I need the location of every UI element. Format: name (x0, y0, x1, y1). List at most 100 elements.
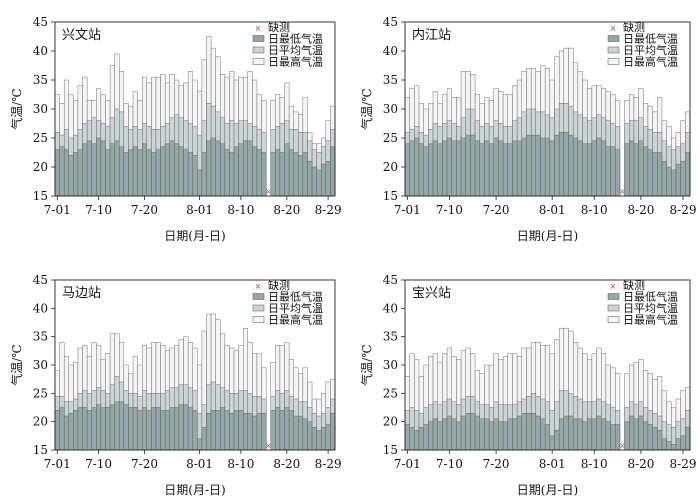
x-tick-label: 8-29 (315, 203, 342, 217)
bar-min-day-49 (629, 140, 635, 197)
bar-min-day-6 (77, 149, 83, 197)
bar-min-day-55 (657, 152, 663, 197)
bar-min-day-57 (311, 166, 317, 197)
legend-swatch (252, 46, 265, 54)
bar-min-day-60 (680, 435, 686, 451)
bar-min-day-14 (114, 401, 120, 451)
bar-min-day-53 (647, 424, 653, 451)
bar-min-day-11 (100, 140, 106, 197)
y-tick-label: 20 (383, 160, 398, 174)
bar-min-day-19 (488, 143, 494, 197)
bar-min-day-25 (516, 415, 523, 451)
bar-min-day-3 (414, 429, 420, 451)
bar-min-day-33 (554, 429, 560, 451)
bar-min-day-5 (423, 424, 429, 451)
bar-min-day-42 (242, 140, 248, 197)
bar-min-day-9 (442, 418, 448, 451)
bar-min-day-38 (577, 140, 583, 197)
bar-min-day-16 (123, 404, 129, 451)
bar-min-day-25 (164, 143, 170, 197)
bar-min-day-20 (142, 143, 148, 197)
bar-min-day-44 (252, 146, 258, 197)
bar-min-day-9 (442, 140, 448, 197)
bar-min-day-49 (275, 407, 281, 451)
x-tick-label: 8-20 (627, 203, 654, 217)
bar-min-day-44 (252, 415, 258, 451)
bar-min-day-51 (284, 143, 290, 197)
bar-min-day-29 (183, 404, 189, 451)
bar-min-day-4 (418, 143, 424, 197)
bar-min-day-50 (279, 152, 285, 197)
bar-min-day-57 (666, 441, 672, 451)
bar-min-day-51 (638, 415, 644, 451)
bar-min-day-52 (288, 410, 294, 451)
bar-min-day-21 (498, 421, 504, 451)
x-tick-label: 7-20 (131, 203, 158, 217)
bar-min-day-43 (247, 412, 253, 451)
bar-min-day-29 (183, 149, 189, 197)
x-axis-title: 日期(月-日) (164, 483, 225, 497)
bar-min-day-26 (521, 137, 527, 197)
legend-label: 日平均气温 (268, 301, 323, 315)
bar-min-day-2 (409, 140, 415, 197)
bar-min-day-7 (432, 418, 438, 451)
bar-min-day-15 (119, 401, 125, 451)
bar-min-day-60 (325, 424, 331, 451)
y-tick-label: 30 (33, 102, 48, 116)
x-tick-label: 8-10 (581, 457, 608, 471)
legend-missing-symbol: × (610, 282, 617, 291)
bar-min-day-37 (220, 407, 226, 451)
legend-swatch (607, 316, 620, 323)
legend-swatch (607, 35, 620, 42)
station-name: 内江站 (412, 27, 451, 43)
x-tick-label: 8-10 (227, 203, 254, 217)
bar-min-day-5 (73, 152, 79, 197)
bar-min-day-41 (591, 140, 597, 197)
x-tick-label: 8-20 (273, 457, 300, 471)
y-tick-label: 25 (33, 131, 48, 145)
x-tick-label: 8-29 (670, 203, 697, 217)
bar-min-day-28 (530, 412, 537, 451)
bar-min-day-7 (82, 143, 88, 197)
x-tick-label: 7-01 (394, 457, 421, 471)
legend-swatch (252, 316, 265, 323)
legend-swatch (607, 293, 620, 300)
x-tick-label: 7-01 (44, 203, 71, 217)
y-tick-label: 15 (33, 189, 48, 203)
bar-min-day-10 (446, 137, 452, 197)
bar-min-day-23 (155, 407, 161, 451)
bar-min-day-3 (63, 149, 69, 197)
bar-min-day-40 (587, 143, 593, 197)
legend-label: 缺测 (268, 20, 290, 34)
x-axis-title: 日期(月-日) (517, 229, 578, 243)
legend-swatch (252, 58, 265, 65)
x-tick-label: 7-20 (483, 457, 510, 471)
bar-min-day-12 (105, 149, 111, 197)
x-tick-label: 8-20 (627, 457, 654, 471)
x-tick-label: 7-20 (483, 203, 510, 217)
bar-min-day-51 (284, 407, 290, 451)
y-tick-label: 40 (33, 301, 48, 315)
bar-min-day-24 (160, 410, 166, 451)
bar-min-day-45 (256, 412, 262, 451)
bar-min-day-23 (507, 143, 513, 197)
bar-min-day-34 (558, 131, 565, 197)
bar-min-day-21 (498, 140, 504, 197)
bar-min-day-54 (298, 155, 304, 197)
bar-min-day-16 (123, 152, 129, 197)
bar-min-day-19 (137, 149, 143, 197)
bar-min-day-30 (187, 407, 193, 451)
bar-min-day-53 (647, 149, 653, 197)
bar-min-day-15 (470, 412, 476, 451)
bar-min-day-15 (119, 146, 125, 197)
bar-min-day-58 (671, 169, 677, 197)
bar-min-day-55 (657, 429, 663, 451)
bar-min-day-24 (512, 140, 518, 197)
x-axis-title: 日期(月-日) (517, 483, 578, 497)
bar-min-day-51 (638, 140, 644, 197)
y-tick-label: 40 (33, 44, 48, 58)
station-name: 马边站 (62, 286, 101, 301)
bar-min-day-10 (446, 415, 452, 451)
legend-label: 日平均气温 (623, 301, 678, 315)
